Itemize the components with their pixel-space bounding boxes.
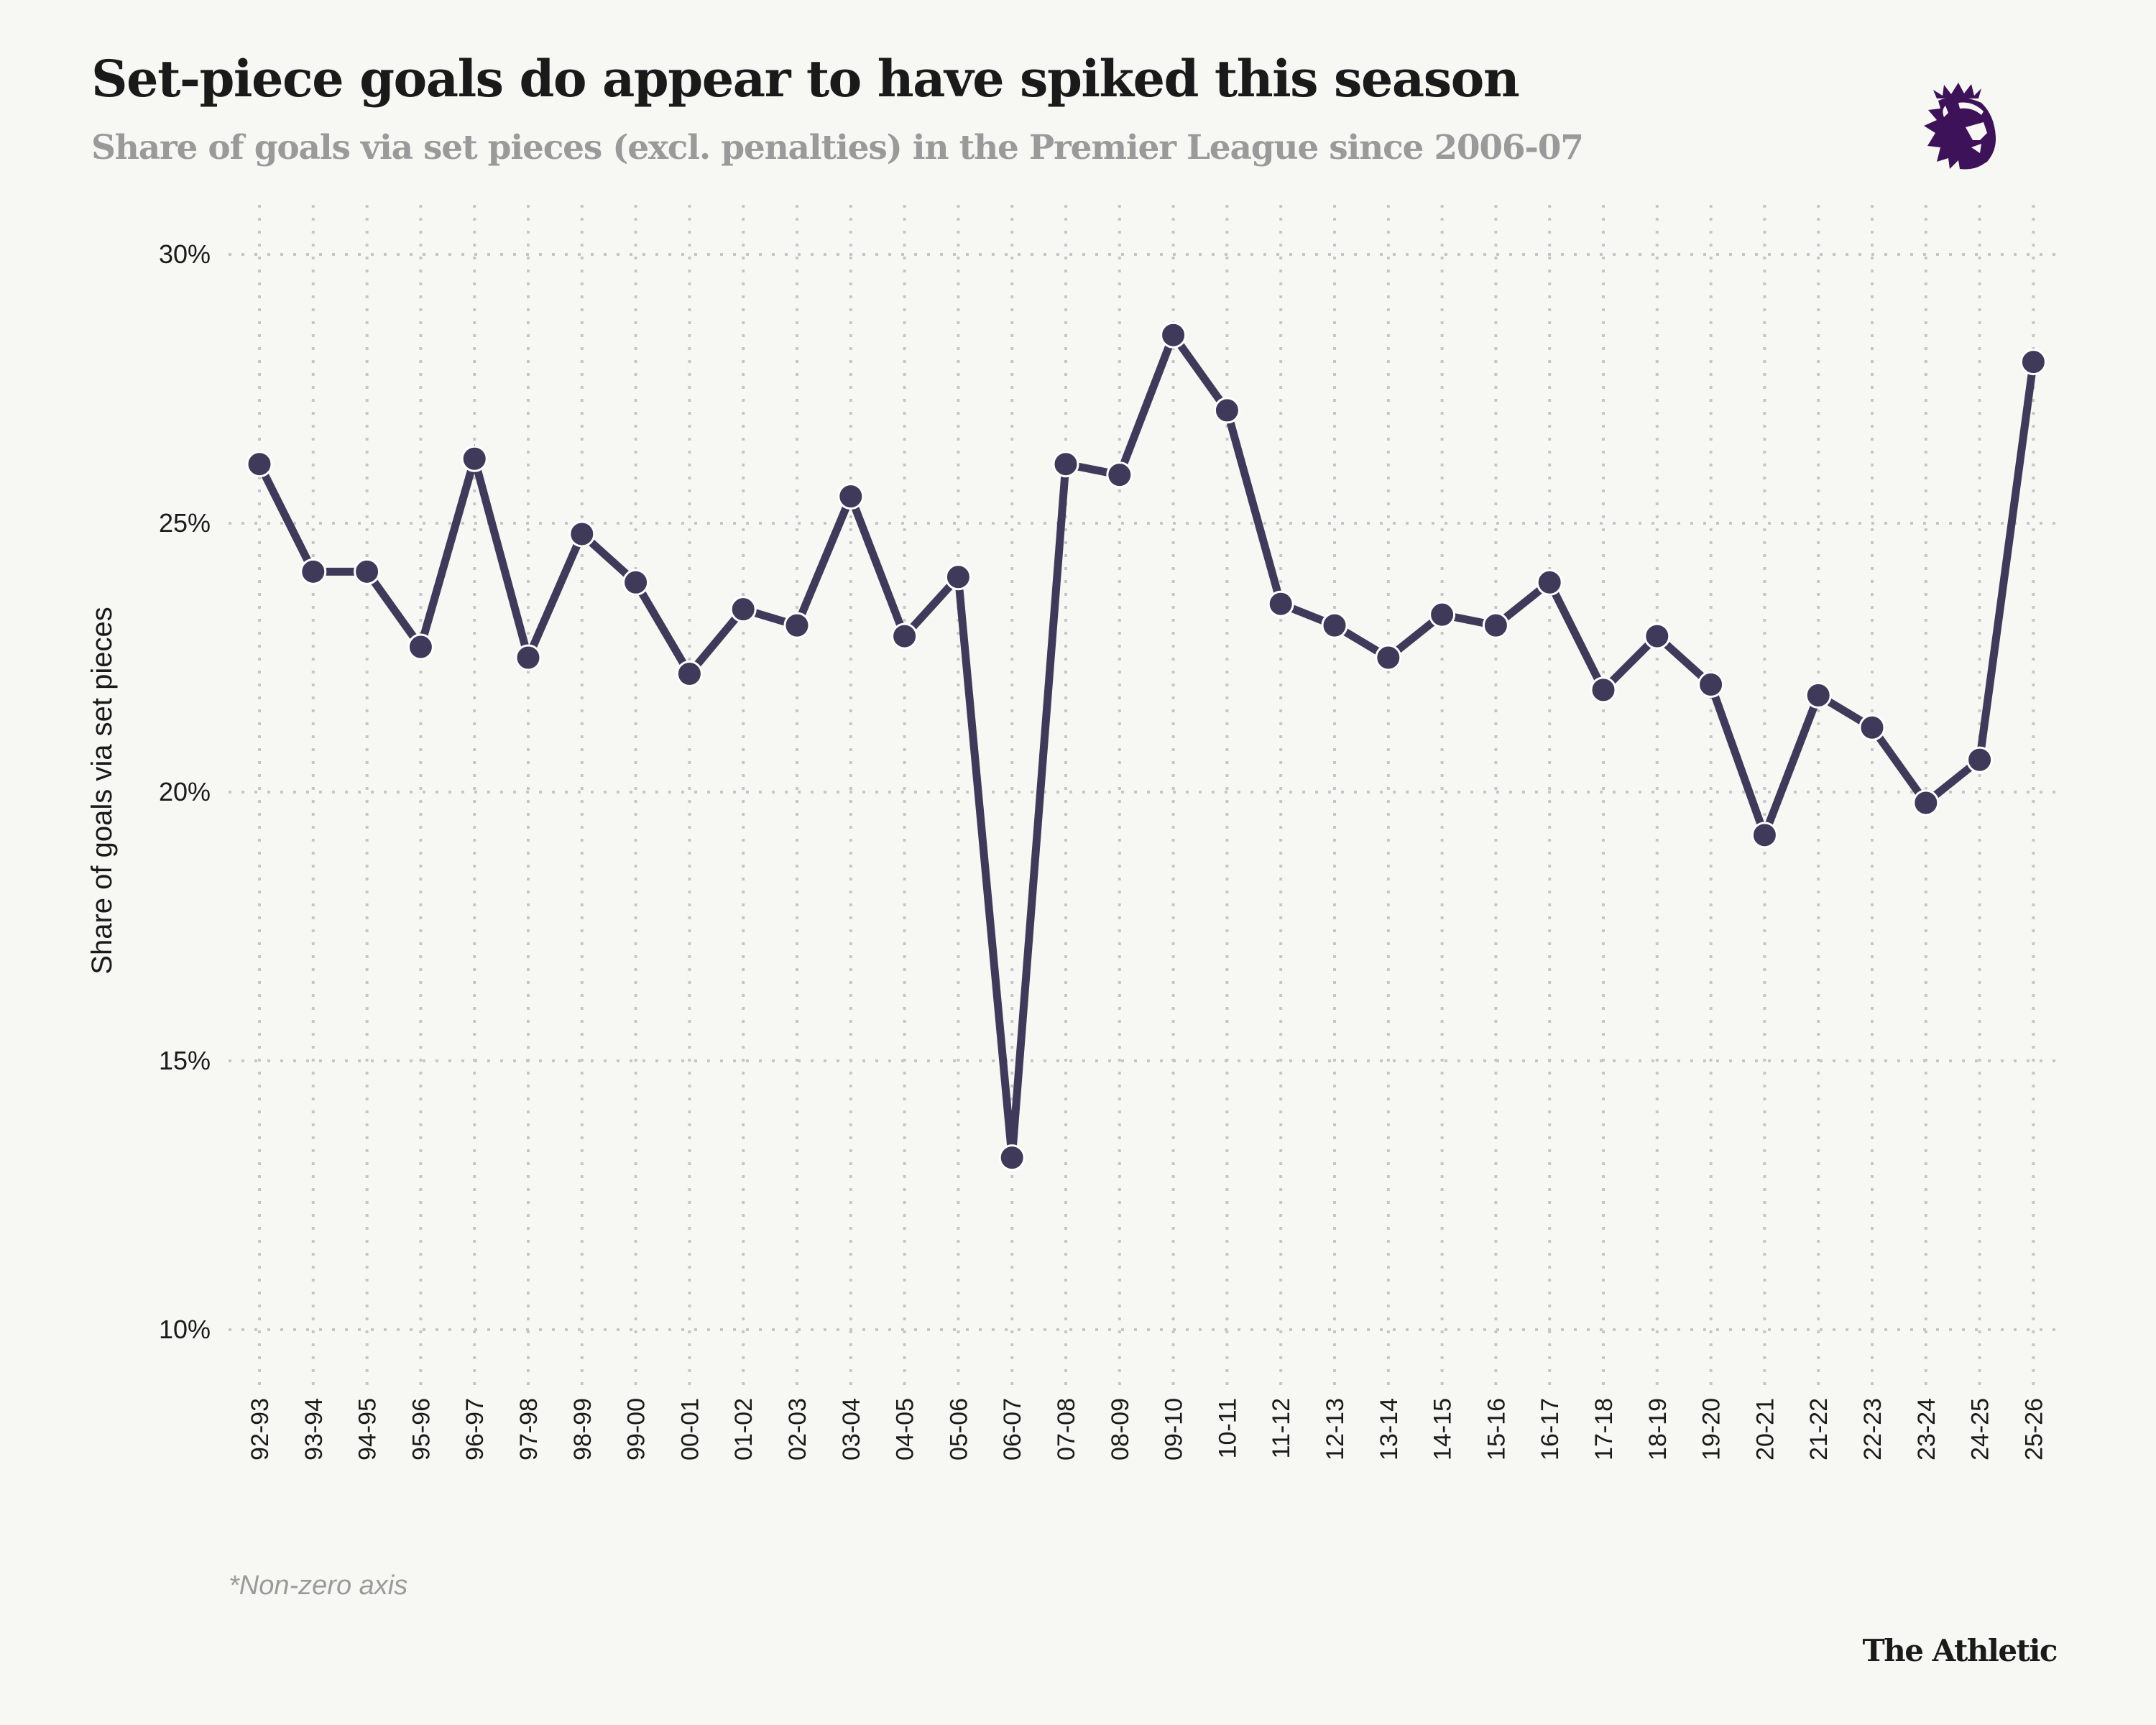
data-point[interactable] bbox=[1482, 612, 1509, 639]
premier-league-lion-logo bbox=[1924, 83, 1996, 170]
data-point[interactable] bbox=[2019, 349, 2047, 376]
x-tick-label: 17-18 bbox=[1590, 1398, 1618, 1460]
x-tick-label: 96-97 bbox=[461, 1398, 489, 1460]
x-tick-label: 08-09 bbox=[1107, 1398, 1134, 1460]
x-tick-label: 25-26 bbox=[2020, 1398, 2047, 1460]
crown-icon bbox=[1933, 83, 1981, 98]
data-point[interactable] bbox=[622, 569, 650, 596]
y-tick-label: 30% bbox=[159, 239, 211, 269]
series-polyline bbox=[256, 326, 2037, 1159]
data-point[interactable] bbox=[1429, 601, 1456, 628]
x-tick-label: 98-99 bbox=[569, 1398, 596, 1460]
x-tick-label: 22-23 bbox=[1859, 1398, 1886, 1460]
data-point[interactable] bbox=[891, 622, 918, 650]
data-point[interactable] bbox=[461, 445, 488, 472]
x-tick-label: 03-04 bbox=[838, 1398, 865, 1460]
data-point[interactable] bbox=[1966, 746, 1994, 773]
x-tick-label: 99-00 bbox=[623, 1398, 650, 1460]
series-line bbox=[256, 326, 2037, 1159]
x-tick-label: 18-19 bbox=[1644, 1398, 1672, 1460]
data-point[interactable] bbox=[837, 483, 865, 510]
x-tick-label: 12-13 bbox=[1322, 1398, 1349, 1460]
data-point[interactable] bbox=[1912, 789, 1940, 816]
vertical-gridlines bbox=[258, 205, 2035, 1389]
x-tick-label: 10-11 bbox=[1214, 1398, 1241, 1458]
data-point[interactable] bbox=[515, 644, 542, 671]
data-point[interactable] bbox=[1267, 590, 1294, 617]
y-axis-tick-labels: 10% 15% 20% 25% 30% bbox=[159, 239, 211, 1344]
data-point[interactable] bbox=[676, 660, 703, 687]
data-point[interactable] bbox=[944, 564, 972, 591]
series-points bbox=[246, 321, 2047, 1172]
data-point[interactable] bbox=[1106, 461, 1133, 489]
x-tick-label: 21-22 bbox=[1805, 1398, 1833, 1460]
data-point[interactable] bbox=[1697, 671, 1725, 698]
data-point[interactable] bbox=[1052, 451, 1079, 478]
data-point[interactable] bbox=[1321, 612, 1348, 639]
data-point[interactable] bbox=[1751, 822, 1778, 849]
data-point[interactable] bbox=[783, 612, 811, 639]
chart-title: Set-piece goals do appear to have spiked… bbox=[91, 49, 1520, 109]
x-tick-label: 24-25 bbox=[1967, 1398, 1994, 1460]
x-tick-label: 06-07 bbox=[999, 1398, 1026, 1460]
data-point[interactable] bbox=[354, 558, 381, 585]
x-tick-label: 97-98 bbox=[515, 1398, 543, 1460]
y-tick-label: 10% bbox=[159, 1315, 211, 1344]
data-point[interactable] bbox=[1375, 644, 1402, 671]
x-tick-label: 92-93 bbox=[247, 1398, 274, 1460]
x-tick-label: 09-10 bbox=[1161, 1398, 1188, 1460]
data-point[interactable] bbox=[1213, 397, 1240, 424]
x-tick-label: 07-08 bbox=[1053, 1398, 1080, 1460]
data-point[interactable] bbox=[1858, 714, 1886, 741]
data-point[interactable] bbox=[729, 596, 757, 623]
x-tick-label: 94-95 bbox=[354, 1398, 382, 1460]
data-point[interactable] bbox=[568, 520, 596, 548]
y-tick-label: 15% bbox=[159, 1046, 211, 1075]
x-tick-label: 20-21 bbox=[1751, 1398, 1779, 1460]
x-tick-label: 02-03 bbox=[784, 1398, 811, 1460]
x-tick-label: 05-06 bbox=[945, 1398, 972, 1460]
data-point[interactable] bbox=[1590, 676, 1617, 704]
data-point[interactable] bbox=[998, 1144, 1026, 1172]
y-tick-label: 25% bbox=[159, 508, 211, 538]
data-point[interactable] bbox=[246, 451, 273, 478]
x-tick-label: 11-12 bbox=[1268, 1398, 1295, 1458]
x-tick-label: 93-94 bbox=[300, 1398, 328, 1460]
x-tick-label: 23-24 bbox=[1913, 1398, 1940, 1460]
x-axis-tick-labels: 92-93 93-94 94-95 95-96 96-97 97-98 98-99 99-00… bbox=[247, 1398, 2047, 1460]
y-tick-label: 20% bbox=[159, 777, 211, 806]
data-point[interactable] bbox=[407, 633, 434, 661]
data-point[interactable] bbox=[1536, 569, 1563, 596]
x-tick-label: 15-16 bbox=[1483, 1398, 1510, 1460]
data-point[interactable] bbox=[1644, 622, 1671, 650]
x-tick-label: 19-20 bbox=[1698, 1398, 1726, 1460]
x-tick-label: 95-96 bbox=[407, 1398, 435, 1460]
x-tick-label: 04-05 bbox=[892, 1398, 919, 1460]
data-point[interactable] bbox=[300, 558, 327, 585]
x-tick-label: 01-02 bbox=[730, 1398, 757, 1460]
x-tick-label: 00-01 bbox=[676, 1398, 704, 1460]
data-point[interactable] bbox=[1160, 321, 1187, 349]
x-tick-label: 16-17 bbox=[1537, 1398, 1564, 1460]
footnote-non-zero-axis: *Non-zero axis bbox=[229, 1570, 408, 1601]
data-point[interactable] bbox=[1805, 681, 1832, 709]
x-tick-label: 13-14 bbox=[1376, 1398, 1403, 1460]
x-tick-label: 14-15 bbox=[1429, 1398, 1457, 1460]
y-axis-title: Share of goals via set pieces bbox=[86, 607, 118, 974]
the-athletic-logo: The Athletic bbox=[1862, 1633, 2058, 1668]
chart-subtitle: Share of goals via set pieces (excl. pen… bbox=[91, 128, 1584, 167]
